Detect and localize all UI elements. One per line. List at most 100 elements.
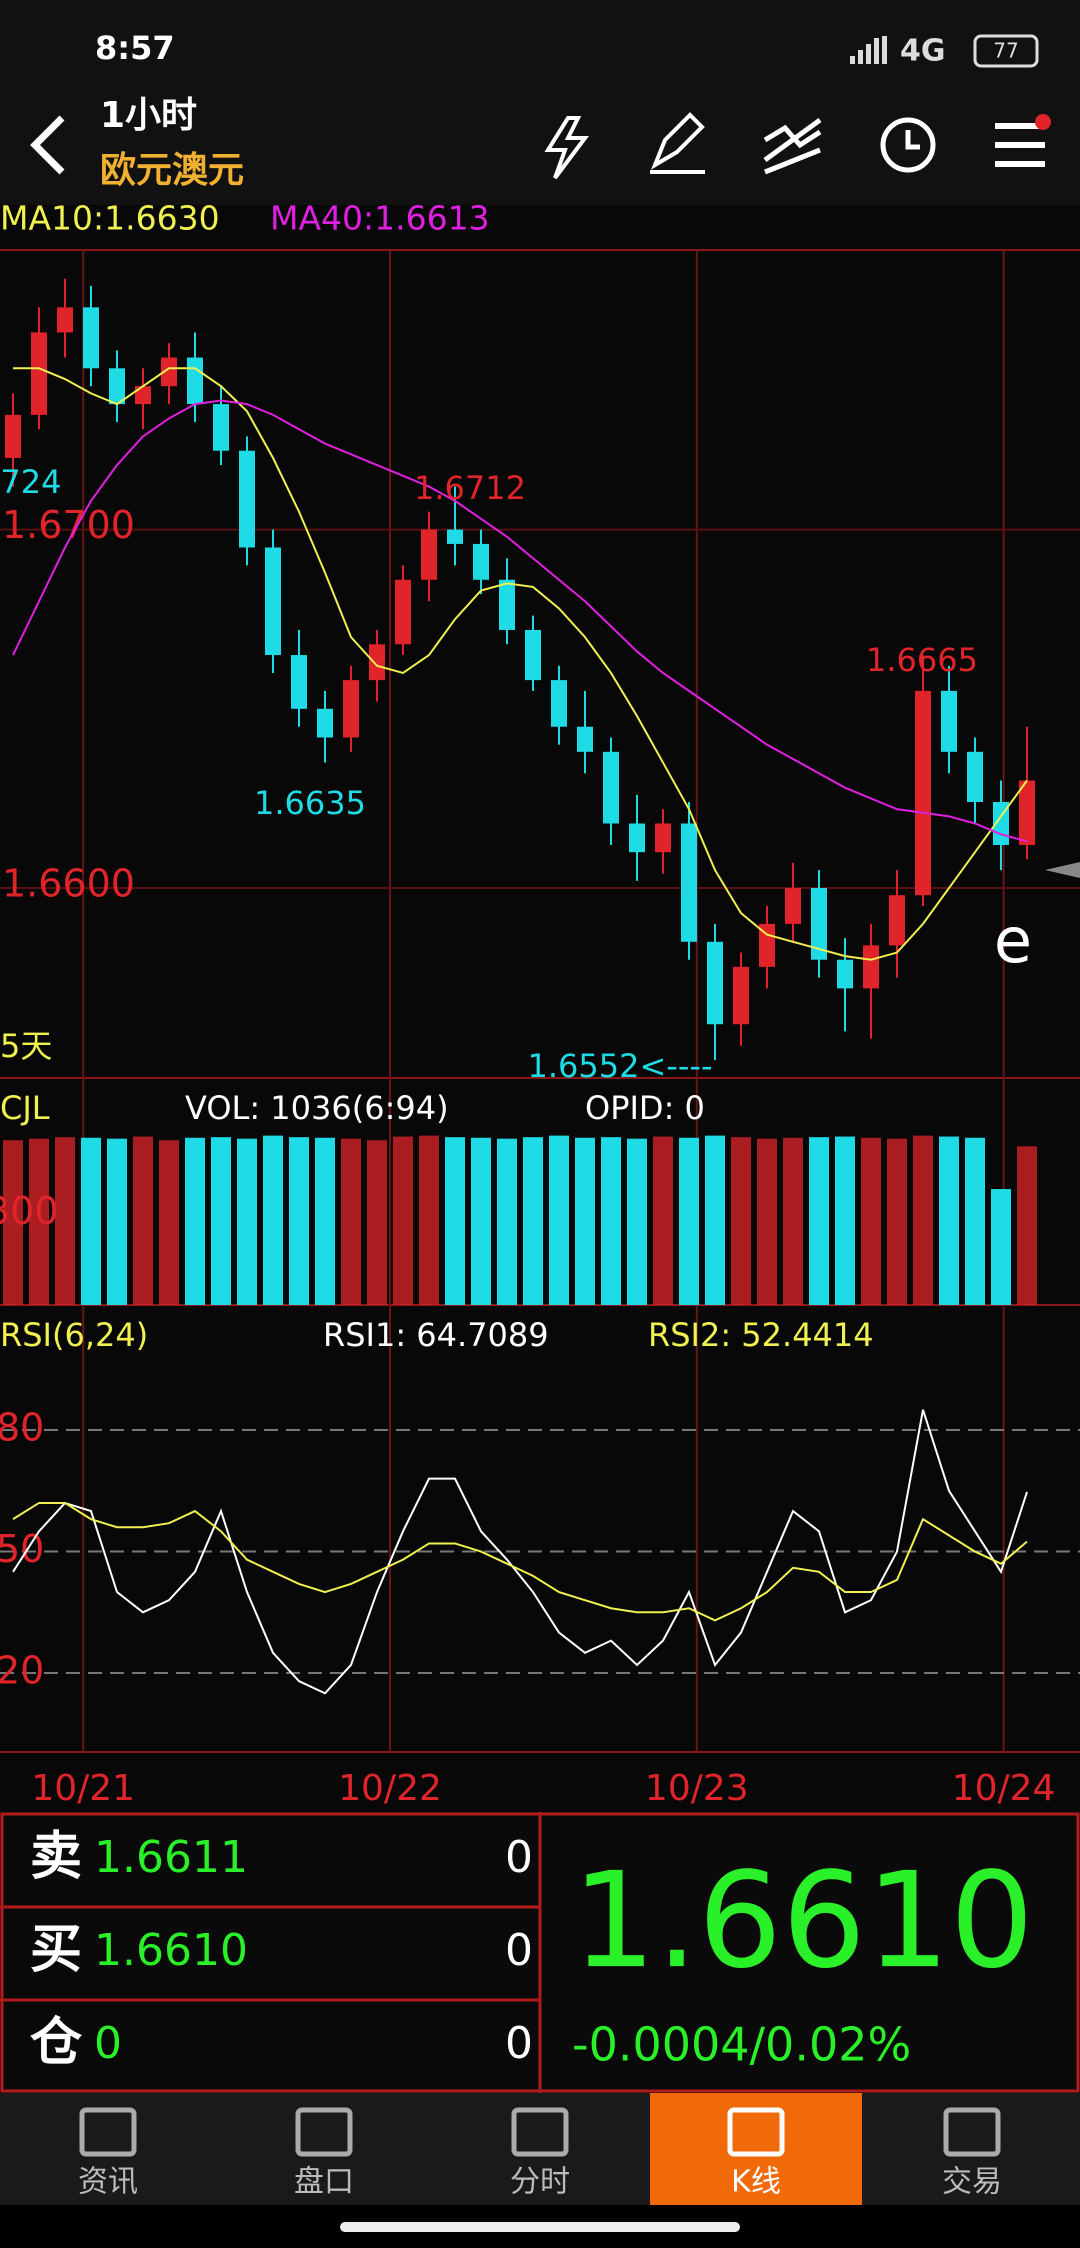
candle-body: [941, 690, 957, 752]
volume-bar: [913, 1135, 933, 1305]
signal-icon: [850, 36, 887, 64]
candle-body: [837, 959, 853, 989]
candle-body: [629, 823, 645, 853]
nav-label[interactable]: 分时: [510, 2165, 570, 2200]
volume-bar: [861, 1137, 881, 1305]
volume-bar: [991, 1189, 1011, 1305]
volume-bar: [211, 1137, 231, 1305]
nav-icon[interactable]: [511, 2107, 569, 2157]
candle-body: [109, 368, 125, 405]
pane-label: VOL: 1036(6:94): [185, 1089, 449, 1127]
annotation: 1.6552<----: [528, 1047, 713, 1085]
candle-body: [291, 655, 307, 709]
row-price: 1.6611: [94, 1832, 248, 1883]
volume-bar: [835, 1136, 855, 1305]
nav-icon[interactable]: [79, 2107, 137, 2157]
y-tick-label: 20: [0, 1649, 44, 1693]
candle-body: [5, 414, 21, 458]
battery-level: 77: [993, 39, 1018, 63]
row-qty: 0: [505, 1925, 533, 1976]
volume-bar: [185, 1137, 205, 1305]
nav-label[interactable]: K线: [731, 2165, 781, 2200]
volume-bar: [757, 1138, 777, 1305]
annotation: 1.6712: [414, 469, 526, 507]
clock: 8:57: [95, 29, 175, 67]
volume-bar: [367, 1140, 387, 1305]
back-button[interactable]: [30, 115, 65, 175]
clock-icon[interactable]: [880, 117, 936, 173]
volume-bar: [263, 1135, 283, 1305]
row-qty: 0: [505, 2018, 533, 2069]
candle-body: [811, 888, 827, 960]
candle-body: [603, 751, 619, 824]
volume-bar: [315, 1137, 335, 1305]
row-price: 0: [94, 2018, 122, 2069]
draw-icon[interactable]: [650, 112, 705, 174]
candle-body: [889, 895, 905, 946]
candle-body: [863, 945, 879, 989]
candle-body: [239, 450, 255, 548]
candle-body: [161, 357, 177, 387]
chart-bg: [0, 205, 1080, 1812]
ma-line: [12, 399, 1028, 843]
ma-line: [13, 367, 1028, 961]
nav-label[interactable]: 盘口: [294, 2165, 354, 2200]
candle-body: [317, 708, 333, 738]
flash-icon[interactable]: [544, 116, 589, 180]
network: 4G: [900, 34, 946, 69]
candle-body: [343, 680, 359, 738]
nav-icon[interactable]: [295, 2107, 353, 2157]
nav-icon[interactable]: [943, 2107, 1001, 2157]
line-icon[interactable]: [763, 117, 822, 175]
candle-body: [31, 332, 47, 415]
annotation: 1.6665: [866, 641, 978, 679]
interval[interactable]: 1小时: [100, 95, 197, 136]
candle-body: [681, 823, 697, 942]
candle-body: [369, 644, 385, 681]
volume-bar: [731, 1137, 751, 1305]
volume-bar: [107, 1138, 127, 1305]
volume-bar: [549, 1135, 569, 1305]
nav-label[interactable]: 交易: [942, 2165, 1002, 2200]
volume-bar: [1017, 1146, 1037, 1305]
symbol[interactable]: 欧元澳元: [100, 150, 244, 191]
home-indicator: [340, 2222, 740, 2232]
volume-bar: [679, 1137, 699, 1305]
candle-body: [525, 629, 541, 681]
volume-bar: [965, 1137, 985, 1305]
volume-bar: [809, 1137, 829, 1305]
candle-body: [57, 307, 73, 333]
nav-label[interactable]: 资讯: [78, 2165, 138, 2200]
last-price: 1.6610: [572, 1844, 1034, 1998]
candle-body: [83, 307, 99, 369]
volume-bar: [29, 1138, 49, 1305]
menu-icon[interactable]: [995, 114, 1051, 167]
row-price: 1.6610: [94, 1925, 248, 1976]
legend-entry: RSI2: 52.4414: [648, 1316, 874, 1354]
price-change: -0.0004/0.02%: [572, 2018, 911, 2072]
x-tick-label: 10/22: [338, 1768, 442, 1809]
pane-label: OPID: 0: [585, 1089, 705, 1127]
candle-body: [915, 690, 931, 896]
volume-bar: [627, 1138, 647, 1305]
nav-icon[interactable]: [727, 2107, 785, 2157]
volume-bar: [705, 1135, 725, 1305]
candle-body: [733, 966, 749, 1025]
volume-bar: [419, 1135, 439, 1305]
volume-bar: [575, 1137, 595, 1305]
candle-body: [499, 579, 515, 630]
candle-body: [707, 941, 723, 1025]
candle-body: [265, 547, 281, 656]
row-label: 买: [30, 1920, 82, 1980]
candle-body: [759, 923, 775, 967]
volume-bar: [783, 1137, 803, 1305]
volume-bar: [471, 1137, 491, 1305]
pane-title: RSI(6,24): [0, 1316, 148, 1354]
volume-bar: [445, 1137, 465, 1305]
candle-body: [213, 404, 229, 451]
candle-body: [187, 357, 203, 405]
volume-bar: [653, 1136, 673, 1305]
x-tick-label: 10/24: [952, 1768, 1056, 1809]
